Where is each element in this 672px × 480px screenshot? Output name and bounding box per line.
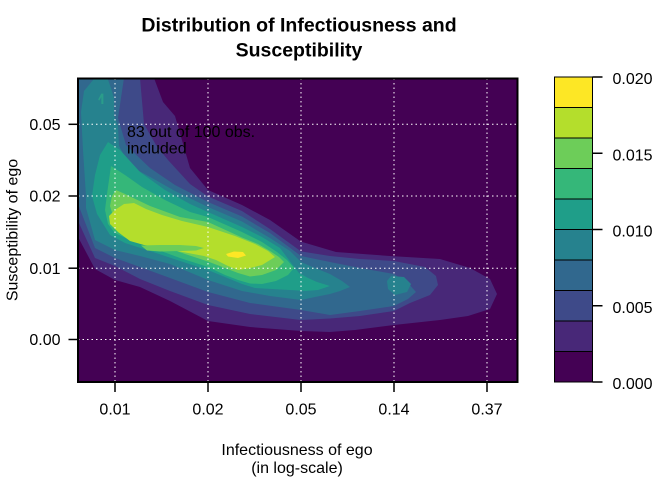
- svg-text:0.02: 0.02: [29, 189, 60, 206]
- svg-text:Infectiousness of ego: Infectiousness of ego: [221, 442, 372, 459]
- svg-text:0.015: 0.015: [613, 147, 653, 164]
- svg-text:(in log-scale): (in log-scale): [251, 460, 343, 477]
- svg-text:Susceptibility of ego: Susceptibility of ego: [5, 159, 22, 301]
- svg-text:Susceptibility: Susceptibility: [236, 40, 363, 62]
- svg-text:0.05: 0.05: [285, 402, 316, 419]
- svg-text:0.37: 0.37: [471, 402, 502, 419]
- svg-text:included: included: [127, 141, 187, 158]
- svg-text:0.01: 0.01: [29, 261, 60, 278]
- svg-text:0.01: 0.01: [99, 402, 130, 419]
- svg-text:Distribution of Infectiousness: Distribution of Infectiousness and: [141, 15, 456, 37]
- svg-text:0.02: 0.02: [192, 402, 223, 419]
- svg-text:0.14: 0.14: [378, 402, 409, 419]
- svg-text:0.00: 0.00: [29, 332, 60, 349]
- svg-text:0.005: 0.005: [613, 300, 653, 317]
- svg-text:0.000: 0.000: [613, 376, 653, 393]
- svg-text:83 out of 100 obs.: 83 out of 100 obs.: [127, 124, 255, 141]
- svg-text:0.020: 0.020: [613, 71, 653, 88]
- svg-text:0.05: 0.05: [29, 117, 60, 134]
- svg-text:0.010: 0.010: [613, 224, 653, 241]
